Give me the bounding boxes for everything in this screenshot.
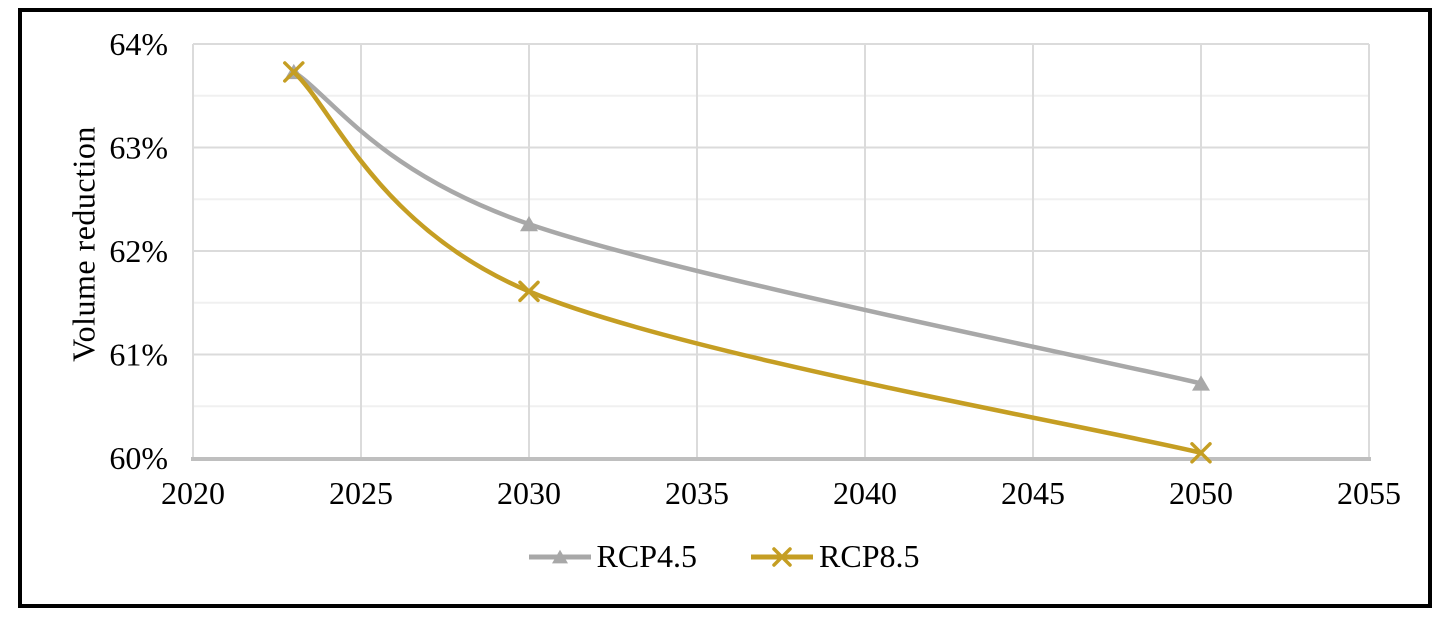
gridlines xyxy=(192,43,1370,459)
legend-item-rcp85: RCP8.5 xyxy=(749,538,919,575)
x-tick-label: 2030 xyxy=(497,475,561,511)
x-tick-label: 2045 xyxy=(1001,475,1065,511)
x-marker-icon xyxy=(283,61,305,83)
legend-sample-x xyxy=(751,546,813,567)
series-layer xyxy=(283,61,1212,464)
x-marker-icon xyxy=(1190,442,1212,464)
triangle-marker-icon xyxy=(551,549,568,563)
x-tick-label: 2020 xyxy=(161,475,225,511)
series-line-rcp85 xyxy=(291,69,1204,456)
legend-sample-triangle xyxy=(528,549,591,563)
triangle-marker-icon xyxy=(1192,375,1210,391)
x-tick-label: 2025 xyxy=(329,475,393,511)
legend-label: RCP4.5 xyxy=(596,538,697,574)
legend-label: RCP8.5 xyxy=(819,538,920,574)
legend: RCP4.5 RCP8.5 xyxy=(22,538,1424,575)
y-tick-label: 60% xyxy=(109,440,168,476)
y-tick-label: 63% xyxy=(109,130,168,166)
triangle-marker-icon xyxy=(520,215,538,232)
chart-outer-frame xyxy=(18,8,1432,608)
x-marker-icon xyxy=(518,280,540,303)
x-tick-label: 2050 xyxy=(1169,475,1233,511)
x-marker-icon xyxy=(772,546,792,567)
x-tick-label: 2035 xyxy=(665,475,729,511)
x-tick-label: 2055 xyxy=(1337,475,1401,511)
tick-labels: 2020 2025 2030 2035 2040 2045 2050 2055 64% 63% 62… xyxy=(109,26,1401,511)
y-axis-title: Volume reduction xyxy=(65,126,102,362)
y-tick-label: 64% xyxy=(109,26,168,62)
y-tick-label: 61% xyxy=(109,337,168,373)
series-line-rcp45 xyxy=(291,69,1204,386)
y-tick-label: 62% xyxy=(109,233,168,269)
legend-item-rcp45: RCP4.5 xyxy=(527,538,697,575)
x-tick-label: 2040 xyxy=(833,475,897,511)
